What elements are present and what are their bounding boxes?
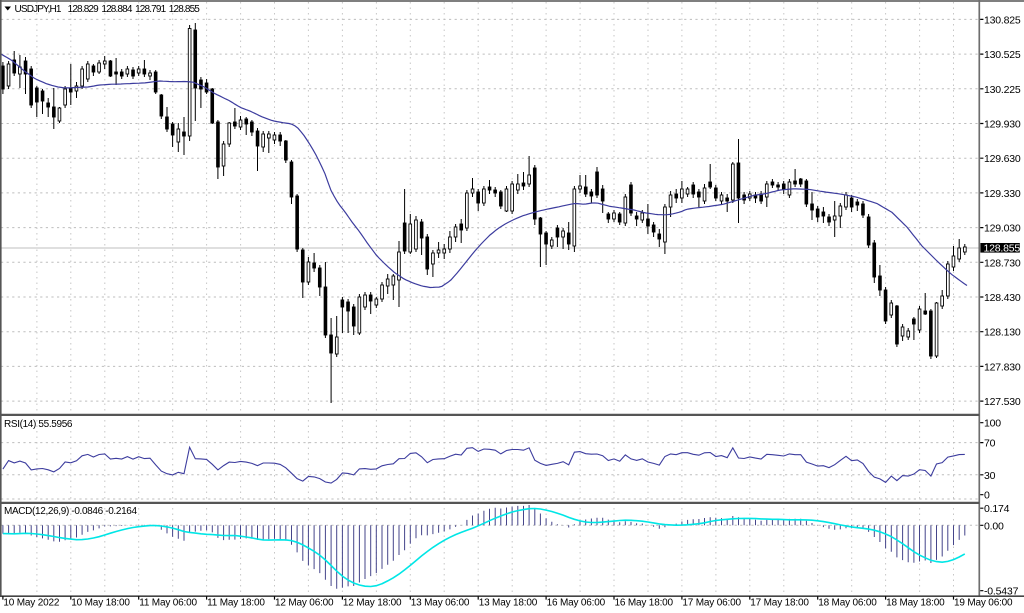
svg-text:129.330: 129.330 [984,188,1021,200]
svg-text:19 May 06:00: 19 May 06:00 [954,598,1013,609]
svg-text:16 May 18:00: 16 May 18:00 [615,598,674,609]
svg-text:-0.5437: -0.5437 [984,586,1019,598]
svg-text:18 May 06:00: 18 May 06:00 [818,598,877,609]
svg-text:70: 70 [984,438,996,450]
svg-text:USDJPY,H1 128.829 128.884 128: USDJPY,H1 128.829 128.884 128.791 128.85… [15,4,201,15]
svg-text:16 May 06:00: 16 May 06:00 [547,598,606,609]
svg-text:12 May 18:00: 12 May 18:00 [343,598,402,609]
svg-text:128.430: 128.430 [984,292,1021,304]
svg-text:128.130: 128.130 [984,327,1021,339]
svg-text:10 May 2022: 10 May 2022 [3,598,59,609]
svg-text:127.830: 127.830 [984,361,1021,373]
svg-text:RSI(14) 55.5956: RSI(14) 55.5956 [4,419,73,430]
svg-text:127.530: 127.530 [984,396,1021,408]
svg-text:18 May 18:00: 18 May 18:00 [886,598,945,609]
svg-text:130.825: 130.825 [984,14,1021,26]
svg-text:17 May 18:00: 17 May 18:00 [750,598,809,609]
svg-text:11 May 06:00: 11 May 06:00 [139,598,197,609]
svg-text:129.030: 129.030 [984,223,1021,235]
svg-text:100: 100 [984,418,1001,430]
svg-text:0: 0 [984,490,990,502]
svg-text:13 May 06:00: 13 May 06:00 [411,598,470,609]
svg-text:130.225: 130.225 [984,84,1021,96]
svg-text:17 May 06:00: 17 May 06:00 [682,598,741,609]
svg-text:130.525: 130.525 [984,49,1021,61]
svg-text:0.174: 0.174 [984,503,1010,515]
svg-text:30: 30 [984,470,996,482]
svg-text:12 May 06:00: 12 May 06:00 [275,598,334,609]
svg-text:11 May 18:00: 11 May 18:00 [207,598,265,609]
svg-text:MACD(12,26,9) -0.0846 -0.2164: MACD(12,26,9) -0.0846 -0.2164 [4,506,137,517]
svg-text:128.855: 128.855 [984,242,1021,254]
svg-text:13 May 18:00: 13 May 18:00 [479,598,538,609]
svg-text:129.630: 129.630 [984,153,1021,165]
svg-text:128.730: 128.730 [984,257,1021,269]
svg-text:129.930: 129.930 [984,119,1021,131]
svg-text:0.00: 0.00 [984,520,1004,532]
svg-text:10 May 18:00: 10 May 18:00 [71,598,130,609]
